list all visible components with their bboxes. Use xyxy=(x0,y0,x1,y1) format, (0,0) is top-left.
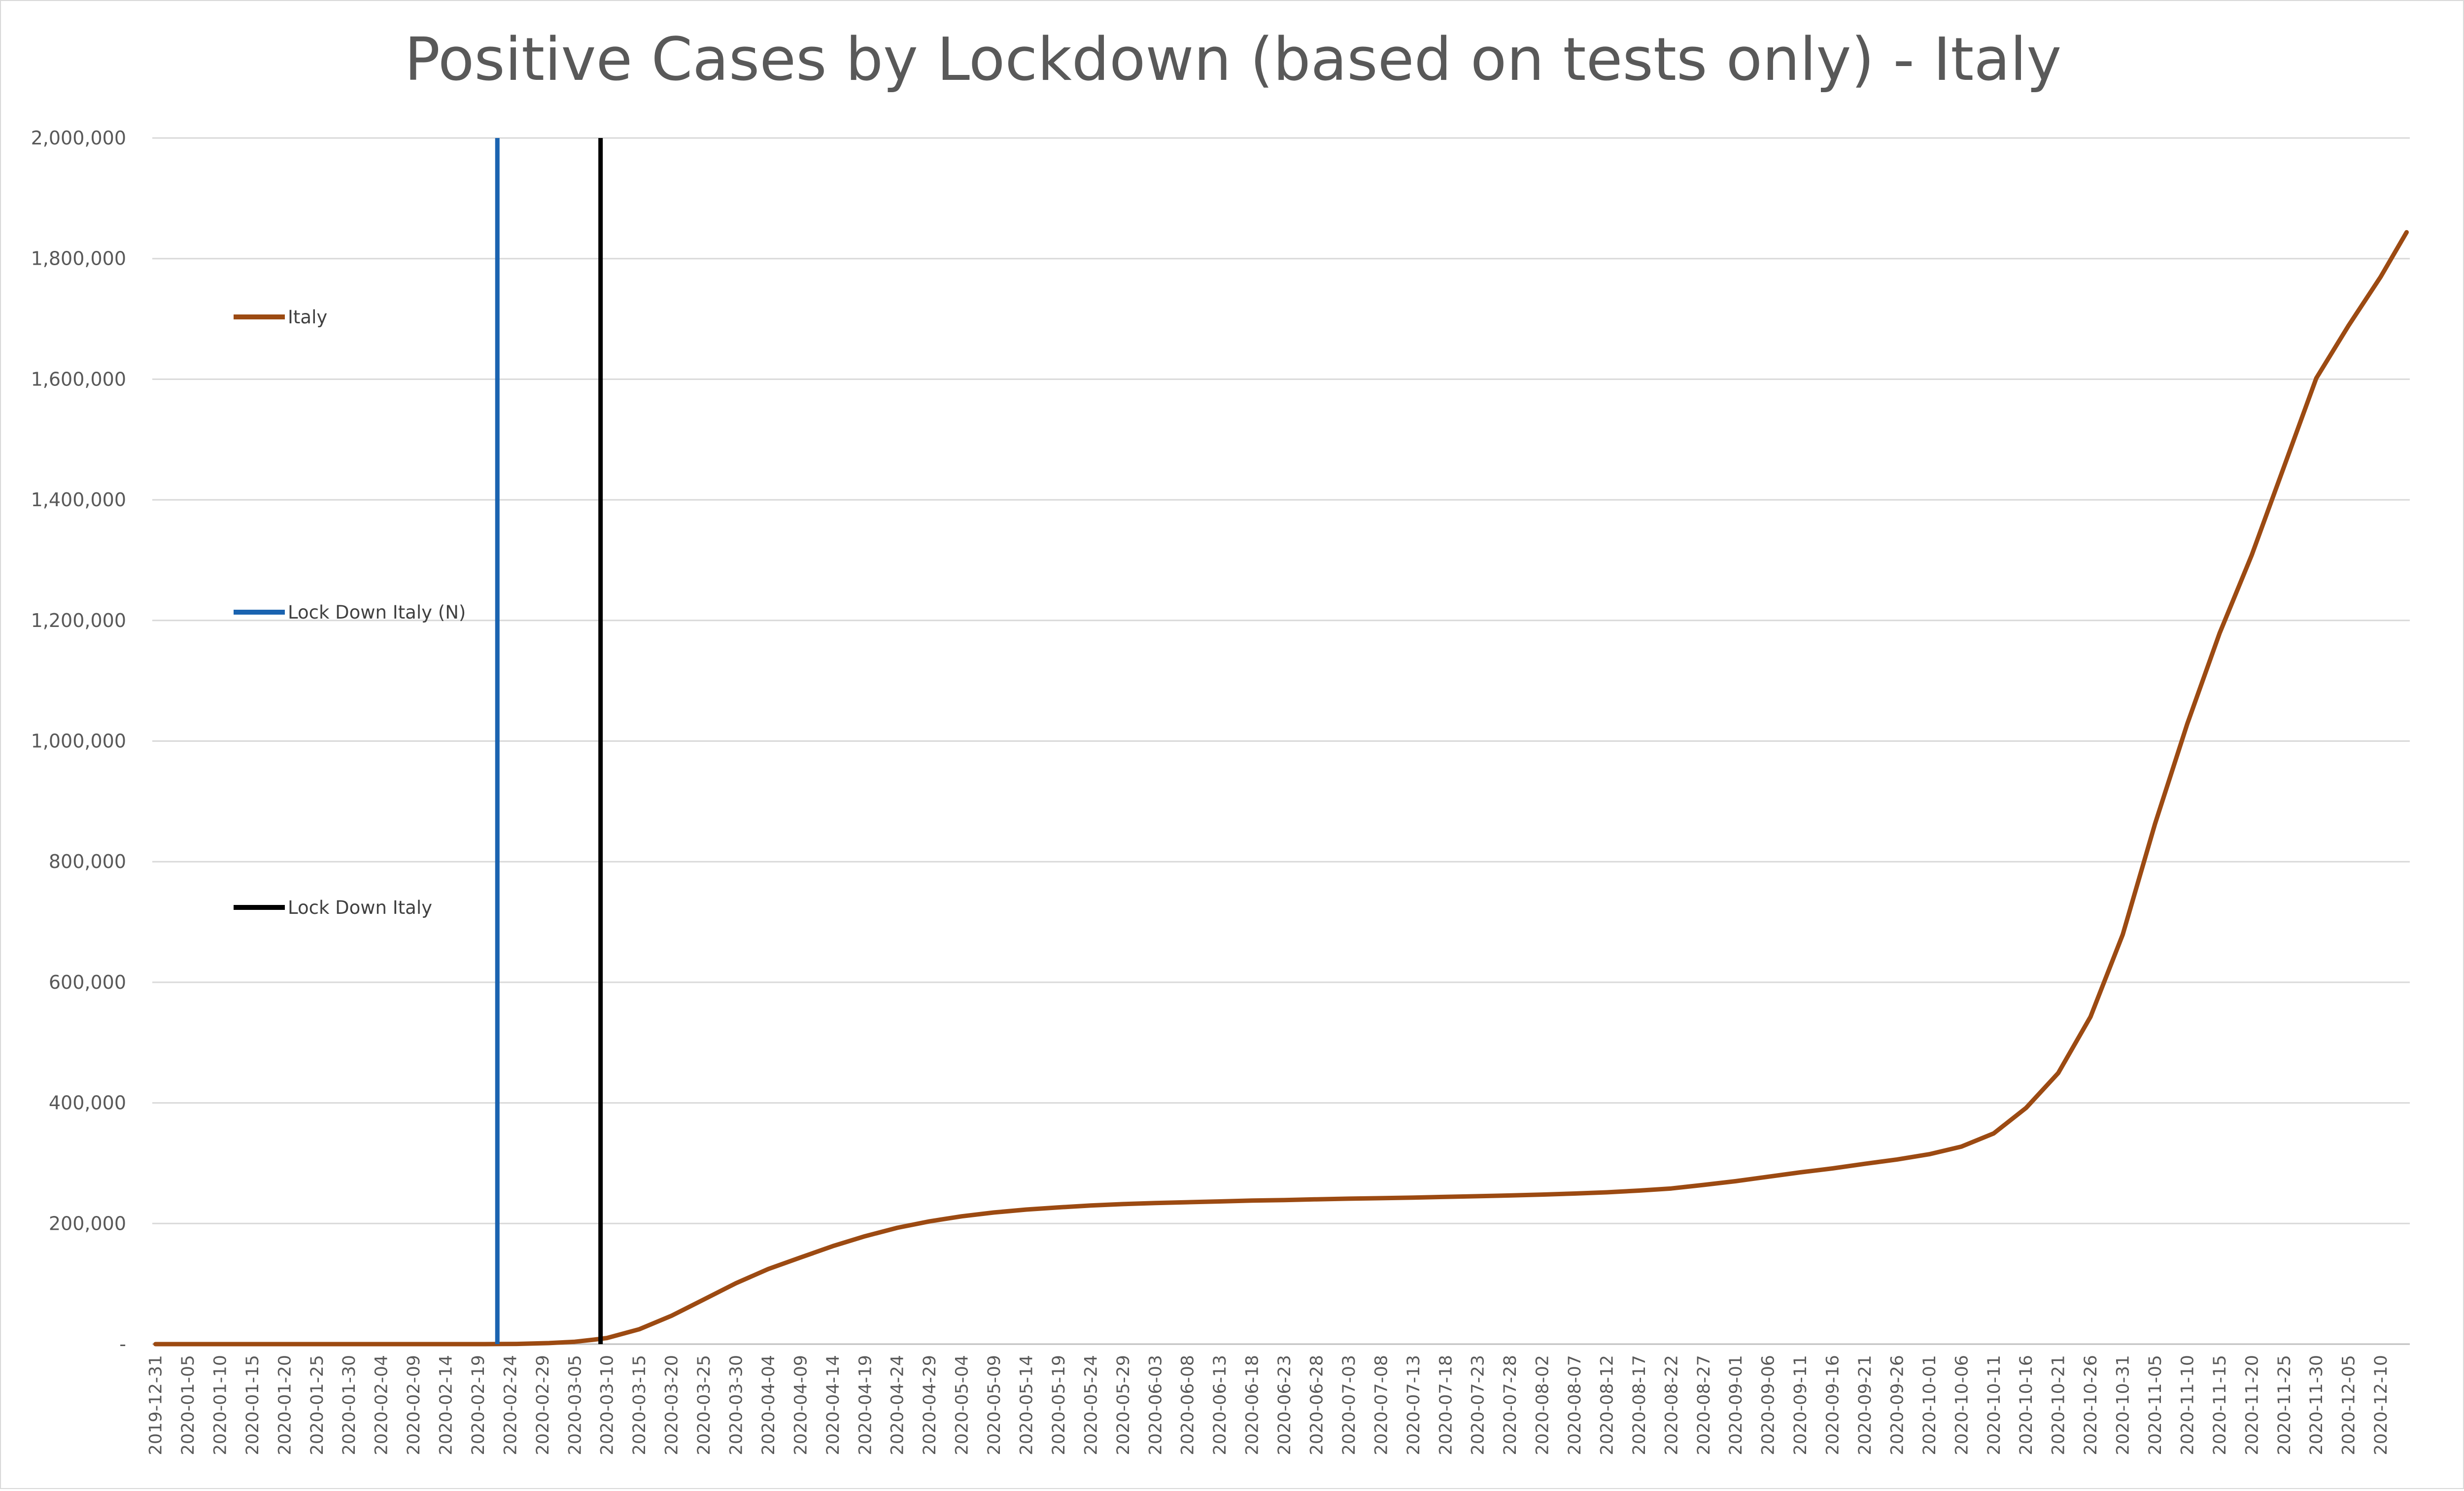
x-tick-label: 2020-01-20 xyxy=(275,1355,295,1455)
x-tick-label: 2020-09-11 xyxy=(1791,1355,1811,1455)
x-tick-label: 2020-07-08 xyxy=(1371,1355,1391,1455)
x-tick-label: 2020-12-05 xyxy=(2339,1355,2359,1455)
x-tick-label: 2020-07-18 xyxy=(1436,1355,1456,1455)
x-tick-label: 2020-09-21 xyxy=(1855,1355,1875,1455)
x-tick-label: 2020-08-02 xyxy=(1533,1355,1553,1455)
x-tick-label: 2020-09-16 xyxy=(1823,1355,1843,1455)
x-tick-label: 2020-06-13 xyxy=(1210,1355,1230,1455)
x-tick-label: 2020-03-10 xyxy=(598,1355,617,1455)
y-tick-label: - xyxy=(119,1333,126,1355)
x-tick-label: 2020-03-30 xyxy=(727,1355,747,1455)
legend-label: Italy xyxy=(288,307,327,328)
y-tick-label: 200,000 xyxy=(49,1213,126,1234)
x-tick-label: 2020-05-19 xyxy=(1049,1355,1069,1455)
x-tick-label: 2020-03-25 xyxy=(694,1355,714,1455)
y-tick-label: 800,000 xyxy=(49,851,126,872)
legend-label: Lock Down Italy xyxy=(288,897,432,918)
x-tick-label: 2020-05-29 xyxy=(1114,1355,1133,1455)
x-tick-label: 2020-08-07 xyxy=(1565,1355,1585,1455)
x-tick-label: 2019-12-31 xyxy=(146,1355,166,1455)
x-tick-label: 2020-06-23 xyxy=(1275,1355,1295,1455)
y-tick-label: 1,200,000 xyxy=(31,610,126,631)
x-tick-label: 2020-10-16 xyxy=(2017,1355,2036,1455)
x-tick-label: 2020-09-26 xyxy=(1887,1355,1907,1455)
x-tick-label: 2020-03-20 xyxy=(662,1355,682,1455)
x-tick-label: 2020-06-03 xyxy=(1146,1355,1165,1455)
y-tick-label: 600,000 xyxy=(49,971,126,993)
x-tick-label: 2020-01-30 xyxy=(340,1355,359,1455)
x-tick-label: 2020-02-14 xyxy=(437,1355,456,1455)
x-tick-label: 2020-03-15 xyxy=(630,1355,650,1455)
x-tick-label: 2020-12-10 xyxy=(2371,1355,2391,1455)
x-tick-label: 2020-08-12 xyxy=(1597,1355,1617,1455)
x-tick-label: 2020-04-14 xyxy=(823,1355,843,1455)
x-tick-label: 2020-11-30 xyxy=(2307,1355,2327,1455)
x-tick-label: 2020-05-09 xyxy=(985,1355,1004,1455)
x-tick-label: 2020-06-28 xyxy=(1307,1355,1327,1455)
x-tick-label: 2020-10-06 xyxy=(1952,1355,1972,1455)
x-tick-label: 2020-09-06 xyxy=(1759,1355,1779,1455)
y-tick-label: 1,400,000 xyxy=(31,489,126,511)
x-tick-label: 2020-02-09 xyxy=(404,1355,424,1455)
y-tick-label: 1,000,000 xyxy=(31,730,126,752)
series-layer xyxy=(153,138,2409,1347)
x-tick-label: 2020-01-05 xyxy=(178,1355,198,1455)
x-tick-label: 2020-10-11 xyxy=(1985,1355,2004,1455)
legend: Italy Lock Down Italy (N) Lock Down Italy xyxy=(234,307,466,918)
x-tick-label: 2020-05-24 xyxy=(1081,1355,1101,1455)
x-tick-label: 2020-07-28 xyxy=(1501,1355,1520,1455)
x-tick-label: 2020-02-19 xyxy=(469,1355,488,1455)
y-tick-label: 2,000,000 xyxy=(31,127,126,149)
x-tick-label: 2020-07-03 xyxy=(1339,1355,1359,1455)
x-tick-label: 2020-04-09 xyxy=(791,1355,811,1455)
x-tick-label: 2020-08-17 xyxy=(1630,1355,1649,1455)
x-tick-label: 2020-06-08 xyxy=(1178,1355,1198,1455)
x-tick-label: 2020-04-29 xyxy=(920,1355,940,1455)
y-tick-label: 400,000 xyxy=(49,1092,126,1114)
x-tick-label: 2020-04-04 xyxy=(759,1355,779,1455)
x-tick-label: 2020-09-01 xyxy=(1726,1355,1746,1455)
x-tick-label: 2020-10-21 xyxy=(2049,1355,2069,1455)
x-tick-label: 2020-10-26 xyxy=(2081,1355,2101,1455)
x-tick-label: 2020-07-13 xyxy=(1404,1355,1424,1455)
x-tick-label: 2020-11-25 xyxy=(2275,1355,2294,1455)
x-tick-label: 2020-08-22 xyxy=(1662,1355,1681,1455)
gridlines xyxy=(152,137,2410,1345)
x-tick-label: 2020-04-24 xyxy=(888,1355,908,1455)
y-axis-ticks: - 200,000 400,000 600,000 800,000 1,000,000 1,… xyxy=(31,127,126,1355)
y-tick-label: 1,800,000 xyxy=(31,248,126,270)
series-line-italy xyxy=(153,230,2409,1347)
x-tick-label: 2020-11-05 xyxy=(2146,1355,2165,1455)
x-tick-label: 2020-01-15 xyxy=(243,1355,263,1455)
x-tick-label: 2020-02-24 xyxy=(501,1355,520,1455)
y-tick-label: 1,600,000 xyxy=(31,368,126,390)
legend-label: Lock Down Italy (N) xyxy=(288,602,466,623)
x-axis-ticks: 2019-12-31 2020-01-05 2020-01-10 2020-01-15… xyxy=(146,1355,2392,1455)
x-tick-label: 2020-05-04 xyxy=(953,1355,972,1455)
x-tick-label: 2020-02-04 xyxy=(372,1355,392,1455)
x-tick-label: 2020-10-31 xyxy=(2114,1355,2133,1455)
x-tick-label: 2020-04-19 xyxy=(856,1355,875,1455)
x-tick-label: 2020-11-15 xyxy=(2210,1355,2230,1455)
x-tick-label: 2020-07-23 xyxy=(1469,1355,1488,1455)
x-tick-label: 2020-11-20 xyxy=(2242,1355,2262,1455)
x-tick-label: 2020-01-25 xyxy=(308,1355,327,1455)
x-tick-label: 2020-11-10 xyxy=(2178,1355,2197,1455)
chart-title: Positive Cases by Lockdown (based on tes… xyxy=(404,26,2062,94)
x-tick-label: 2020-08-27 xyxy=(1694,1355,1714,1455)
x-tick-label: 2020-06-18 xyxy=(1243,1355,1263,1455)
x-tick-label: 2020-03-05 xyxy=(565,1355,585,1455)
x-tick-label: 2020-02-29 xyxy=(533,1355,553,1455)
x-tick-label: 2020-10-01 xyxy=(1920,1355,1940,1455)
x-tick-label: 2020-05-14 xyxy=(1017,1355,1037,1455)
x-tick-label: 2020-01-10 xyxy=(210,1355,230,1455)
